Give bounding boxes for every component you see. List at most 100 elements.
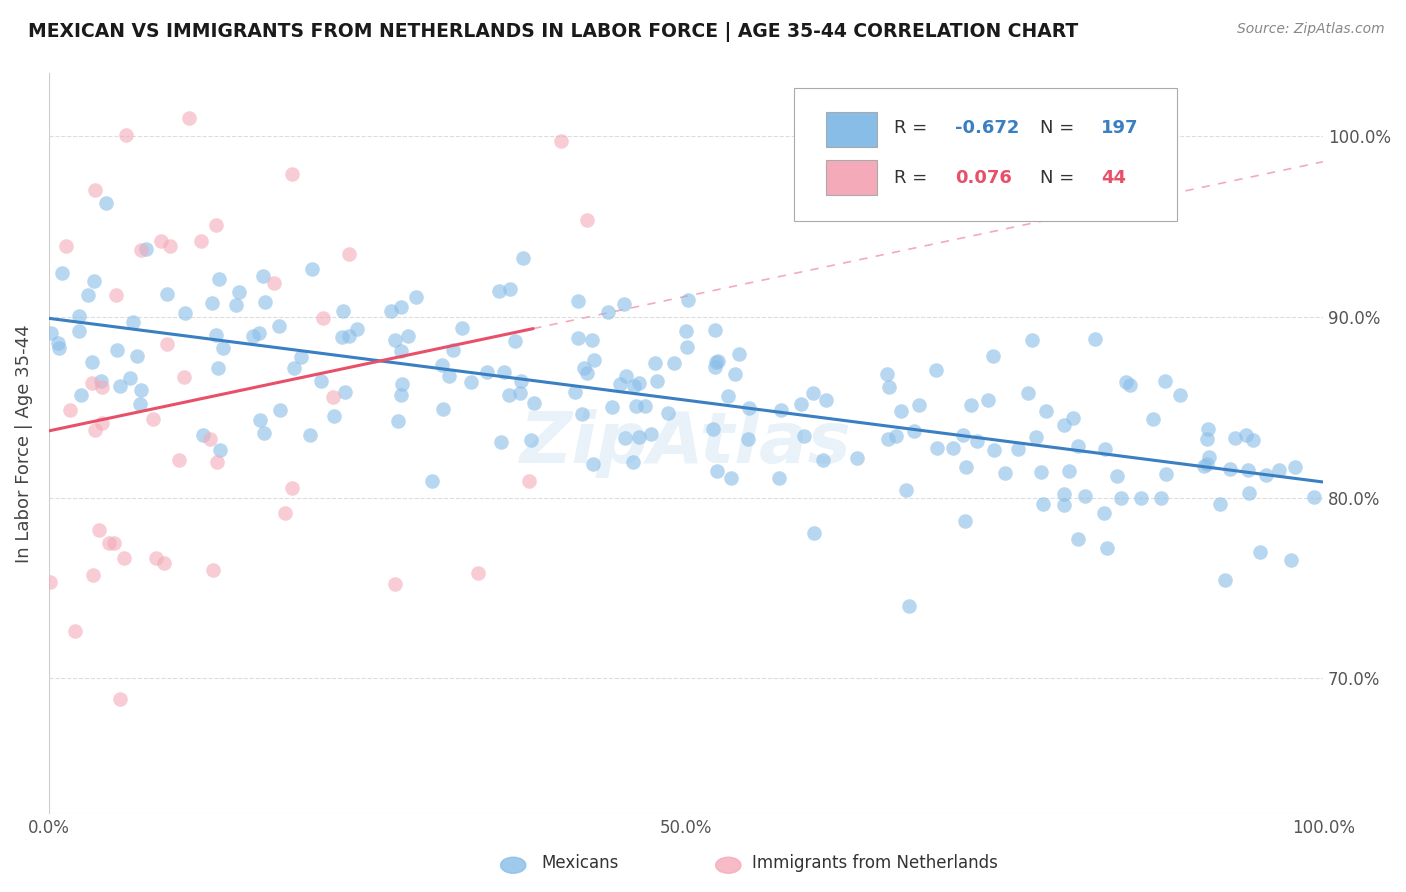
Point <box>337 247 360 261</box>
Point <box>1053 417 1076 432</box>
Point <box>322 390 344 404</box>
Point <box>813 452 835 467</box>
Text: ZipAtlas: ZipAtlas <box>520 409 852 478</box>
Point <box>614 431 637 445</box>
Point <box>1284 460 1306 475</box>
Point <box>581 333 603 347</box>
Point <box>704 355 727 369</box>
Point <box>1062 410 1084 425</box>
Point <box>908 398 931 412</box>
Point <box>205 327 228 342</box>
Point <box>80 354 103 368</box>
Point <box>523 396 546 410</box>
Point <box>489 435 512 450</box>
Point <box>1236 463 1258 477</box>
Point <box>576 213 599 227</box>
Point <box>90 380 112 394</box>
Point <box>1057 464 1080 478</box>
Point <box>247 326 270 341</box>
Point <box>281 167 304 181</box>
Point <box>1256 467 1278 482</box>
Point <box>90 416 112 430</box>
Point <box>1097 541 1119 555</box>
Point <box>1249 544 1271 558</box>
Point <box>790 397 813 411</box>
Text: R =: R = <box>894 119 932 136</box>
Point <box>332 330 354 344</box>
Point <box>1021 333 1043 347</box>
Point <box>897 599 920 613</box>
Point <box>84 423 107 437</box>
Point <box>720 471 742 485</box>
Point <box>596 305 619 319</box>
Point <box>332 303 354 318</box>
Point <box>104 288 127 302</box>
Point <box>225 298 247 312</box>
Point <box>127 349 149 363</box>
Point <box>1073 489 1095 503</box>
Point <box>198 432 221 446</box>
Point <box>83 183 105 197</box>
Point <box>242 329 264 343</box>
Point <box>142 411 165 425</box>
Point <box>191 428 214 442</box>
Point <box>1017 386 1039 401</box>
Point <box>432 358 454 372</box>
Point <box>628 376 651 390</box>
Point <box>1025 430 1047 444</box>
Point <box>770 402 793 417</box>
Point <box>952 428 974 442</box>
Point <box>884 429 907 443</box>
Point <box>609 376 631 391</box>
Point <box>253 295 276 310</box>
Point <box>228 285 250 299</box>
Point <box>503 334 526 348</box>
Point <box>83 274 105 288</box>
Point <box>1142 412 1164 426</box>
Point <box>877 432 900 446</box>
Point <box>420 474 443 488</box>
Point <box>1281 552 1303 566</box>
Point <box>890 404 912 418</box>
Point <box>391 377 413 392</box>
Point <box>1267 463 1289 477</box>
Point <box>149 235 172 249</box>
Point <box>1115 375 1137 389</box>
Point <box>155 286 177 301</box>
Point <box>1237 486 1260 500</box>
Point <box>675 324 697 338</box>
Point <box>1032 497 1054 511</box>
Point <box>877 380 900 394</box>
Point <box>1053 487 1076 501</box>
Point <box>1302 490 1324 504</box>
Point <box>1198 450 1220 465</box>
Point <box>38 574 60 589</box>
Point <box>475 365 498 379</box>
Point <box>623 379 645 393</box>
Point <box>115 128 138 143</box>
Point <box>389 300 412 314</box>
Point <box>564 384 586 399</box>
Point <box>190 234 212 248</box>
Point <box>103 536 125 550</box>
Point <box>269 402 291 417</box>
Text: R =: R = <box>894 169 932 187</box>
Point <box>1105 468 1128 483</box>
Point <box>301 262 323 277</box>
Point <box>112 551 135 566</box>
Point <box>925 362 948 376</box>
Point <box>122 315 145 329</box>
Point <box>1035 404 1057 418</box>
Point <box>567 293 589 308</box>
Point <box>249 412 271 426</box>
Point <box>129 244 152 258</box>
Point <box>205 455 228 469</box>
Point <box>571 407 593 421</box>
Point <box>1192 458 1215 473</box>
Point <box>814 392 837 407</box>
Point <box>267 318 290 333</box>
Point <box>724 367 747 381</box>
Point <box>966 434 988 448</box>
Point <box>955 514 977 528</box>
Text: -0.672: -0.672 <box>955 119 1019 136</box>
